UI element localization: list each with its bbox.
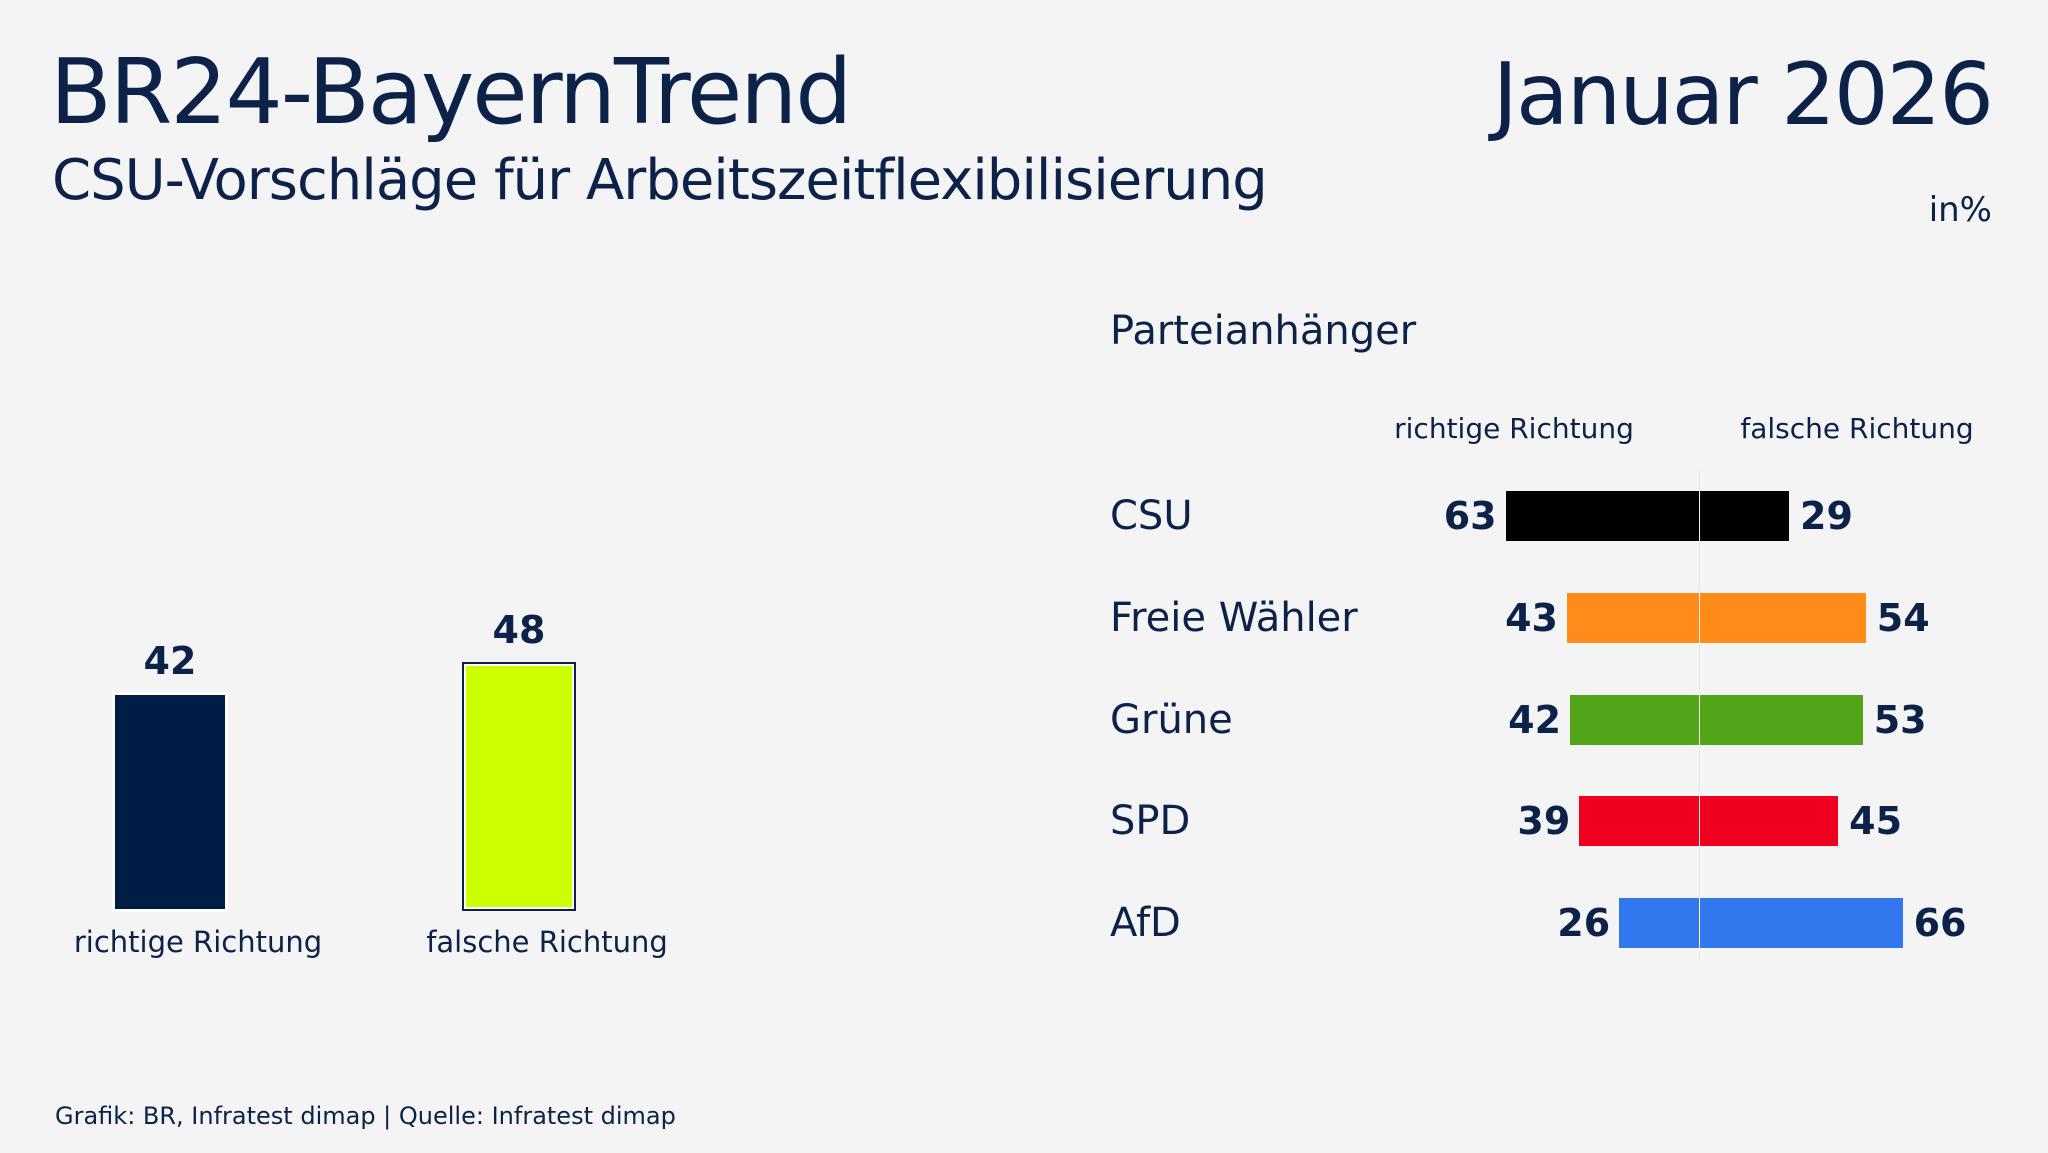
value-falsche: 29 (1800, 494, 1853, 538)
survey-date: Januar 2026 (1492, 45, 1994, 145)
bar-richtige (1570, 695, 1699, 745)
column-header-falsche: falsche Richtung (1740, 412, 1974, 445)
bar-divider (1699, 593, 1700, 643)
chart-title: BR24-BayernTrend (50, 40, 852, 145)
overall-bar (112, 691, 228, 912)
bar-richtige (1579, 796, 1699, 846)
party-label: SPD (1110, 798, 1191, 844)
column-header-richtige: richtige Richtung (1394, 412, 1634, 445)
source-footer: Grafik: BR, Infratest dimap | Quelle: In… (55, 1102, 676, 1130)
party-label: Freie Wähler (1110, 595, 1358, 641)
party-chart-title: Parteianhänger (1110, 308, 1417, 354)
bar-richtige (1505, 491, 1699, 541)
value-richtige: 63 (1443, 494, 1497, 538)
value-falsche: 66 (1913, 901, 1967, 945)
bar-divider (1699, 491, 1700, 541)
value-richtige: 42 (1508, 698, 1562, 742)
overall-value-label: 42 (143, 638, 197, 683)
bar-falsche (1700, 593, 1866, 643)
value-richtige: 26 (1557, 901, 1611, 945)
value-falsche: 53 (1873, 698, 1927, 742)
overall-value-label: 48 (492, 608, 546, 653)
overall-category-label: falsche Richtung (426, 925, 668, 959)
overall-category-label: richtige Richtung (73, 925, 323, 959)
value-richtige: 39 (1517, 799, 1571, 843)
bar-falsche (1700, 898, 1903, 948)
bar-falsche (1700, 695, 1863, 745)
value-falsche: 45 (1849, 799, 1903, 843)
bar-divider (1699, 898, 1700, 948)
bar-falsche (1700, 796, 1839, 846)
party-label: AfD (1110, 900, 1181, 946)
bar-richtige (1566, 593, 1699, 643)
overall-bar (462, 662, 576, 911)
value-falsche: 54 (1876, 596, 1930, 640)
bar-divider (1699, 695, 1700, 745)
value-richtige: 43 (1505, 596, 1558, 640)
party-label: Grüne (1110, 697, 1233, 743)
bar-divider (1699, 796, 1700, 846)
bar-falsche (1700, 491, 1790, 541)
unit-label: in% (1928, 190, 1992, 230)
chart-subtitle: CSU-Vorschläge für Arbeitszeitflexibilis… (52, 148, 1268, 213)
party-label: CSU (1110, 493, 1193, 539)
bar-richtige (1619, 898, 1699, 948)
